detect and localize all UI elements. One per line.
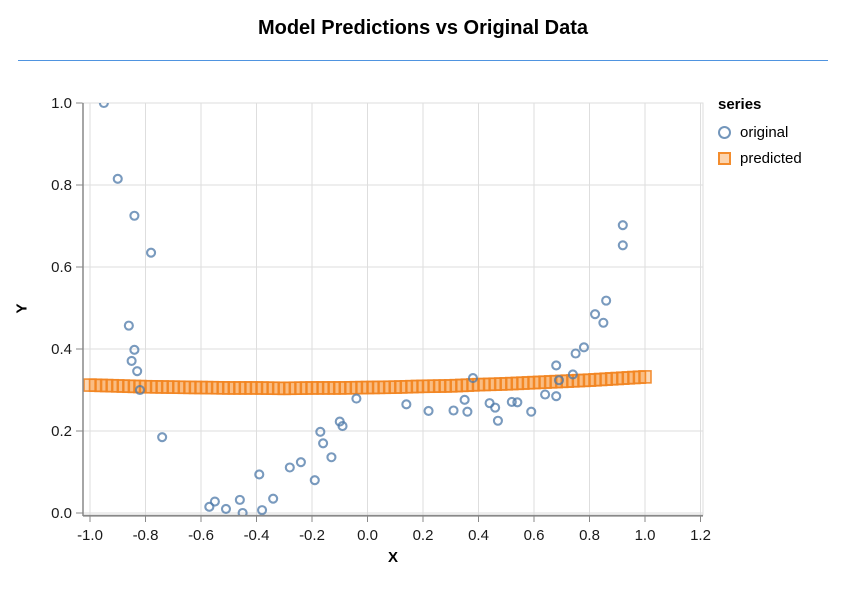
data-point-original[interactable] xyxy=(551,360,562,371)
data-point-original[interactable] xyxy=(448,405,459,416)
y-tick-label: 0.8 xyxy=(51,177,72,194)
data-point-original[interactable] xyxy=(512,397,523,408)
data-point-original[interactable] xyxy=(570,348,581,359)
x-tick-label: 0.0 xyxy=(357,527,378,544)
legend-item-label: predicted xyxy=(740,150,802,167)
data-point-original[interactable] xyxy=(268,493,279,504)
data-point-original[interactable] xyxy=(234,494,245,505)
data-point-original[interactable] xyxy=(309,475,320,486)
predicted-marker-icon xyxy=(718,152,731,165)
data-point-original[interactable] xyxy=(326,452,337,463)
data-point-original[interactable] xyxy=(540,389,551,400)
legend: series original predicted xyxy=(718,96,802,176)
legend-title: series xyxy=(718,96,762,113)
original-marker-icon xyxy=(718,126,731,139)
data-point-original[interactable] xyxy=(98,99,109,109)
data-point-original[interactable] xyxy=(134,384,145,396)
data-point-original[interactable] xyxy=(617,220,628,231)
x-tick-label: 1.0 xyxy=(635,527,656,544)
y-tick-label: 0.0 xyxy=(51,505,72,522)
x-tick-label: 0.2 xyxy=(413,527,434,544)
y-axis: 0.0 0.2 0.4 0.6 0.8 1.0 xyxy=(51,95,703,522)
data-point-original[interactable] xyxy=(578,342,590,353)
y-tick-label: 0.6 xyxy=(51,259,72,276)
x-tick-label: -0.4 xyxy=(244,527,270,544)
data-point-original[interactable] xyxy=(459,394,470,405)
x-tick-label: -1.0 xyxy=(77,527,103,544)
data-point-original[interactable] xyxy=(129,210,140,221)
data-point-original[interactable] xyxy=(617,240,628,251)
x-tick-label: 0.8 xyxy=(579,527,600,544)
x-tick-label: -0.8 xyxy=(133,527,159,544)
x-axis: -1.0 -0.8 -0.6 -0.4 -0.2 0.0 0.2 0.4 0.6 0.8 1.0 1.… xyxy=(77,103,711,544)
data-point-original[interactable] xyxy=(318,438,329,449)
data-point-original[interactable] xyxy=(237,507,248,517)
data-point-original[interactable] xyxy=(601,295,612,306)
x-tick-label: 1.2 xyxy=(690,527,711,544)
data-point-original[interactable] xyxy=(146,247,157,258)
data-point-original[interactable] xyxy=(351,393,362,404)
data-point-original[interactable] xyxy=(598,317,609,328)
legend-item-label: original xyxy=(740,124,789,141)
legend-item-original[interactable]: original xyxy=(718,124,802,141)
chart-title: Model Predictions vs Original Data xyxy=(257,17,589,39)
data-point-original[interactable] xyxy=(295,457,306,468)
data-point-original[interactable] xyxy=(506,396,517,407)
x-axis-title: X xyxy=(387,549,398,566)
data-point-original[interactable] xyxy=(553,375,565,386)
x-tick-label: -0.6 xyxy=(188,527,214,544)
data-point-original[interactable] xyxy=(315,426,326,437)
data-point-original[interactable] xyxy=(132,366,143,377)
data-point-original[interactable] xyxy=(492,415,503,426)
data-point-original[interactable] xyxy=(256,505,268,516)
x-tick-label: 0.4 xyxy=(468,527,489,544)
data-point-original[interactable] xyxy=(462,406,473,417)
predicted-series xyxy=(83,370,652,396)
y-tick-label: 1.0 xyxy=(51,95,72,112)
original-series xyxy=(98,99,628,517)
y-tick-label: 0.2 xyxy=(51,423,72,440)
data-point-original[interactable] xyxy=(337,421,348,432)
data-point-original[interactable] xyxy=(157,432,168,443)
data-point-original[interactable] xyxy=(123,320,134,331)
data-point-original[interactable] xyxy=(204,501,215,512)
data-point-original[interactable] xyxy=(490,402,501,413)
y-tick-label: 0.4 xyxy=(51,341,72,358)
x-tick-label: -0.2 xyxy=(299,527,325,544)
data-point-original[interactable] xyxy=(589,309,601,320)
title-divider xyxy=(18,60,828,61)
plot-frame xyxy=(82,102,704,516)
legend-item-predicted[interactable]: predicted xyxy=(718,150,802,167)
data-point-original[interactable] xyxy=(209,496,220,507)
data-point-original[interactable] xyxy=(567,369,578,380)
data-point-original[interactable] xyxy=(112,173,123,184)
data-point-original[interactable] xyxy=(467,373,479,384)
data-point-original[interactable] xyxy=(129,344,140,355)
predicted-band-marker[interactable] xyxy=(638,370,652,384)
data-point-original[interactable] xyxy=(126,355,137,366)
data-point-original[interactable] xyxy=(220,503,232,514)
data-point-original[interactable] xyxy=(284,462,295,473)
data-point-original[interactable] xyxy=(423,405,434,416)
data-point-original[interactable] xyxy=(526,406,537,417)
x-tick-label: 0.6 xyxy=(524,527,545,544)
data-point-original[interactable] xyxy=(254,469,265,480)
y-axis-title: Y xyxy=(13,303,31,314)
data-point-original[interactable] xyxy=(551,391,562,402)
data-point-original[interactable] xyxy=(401,399,412,410)
